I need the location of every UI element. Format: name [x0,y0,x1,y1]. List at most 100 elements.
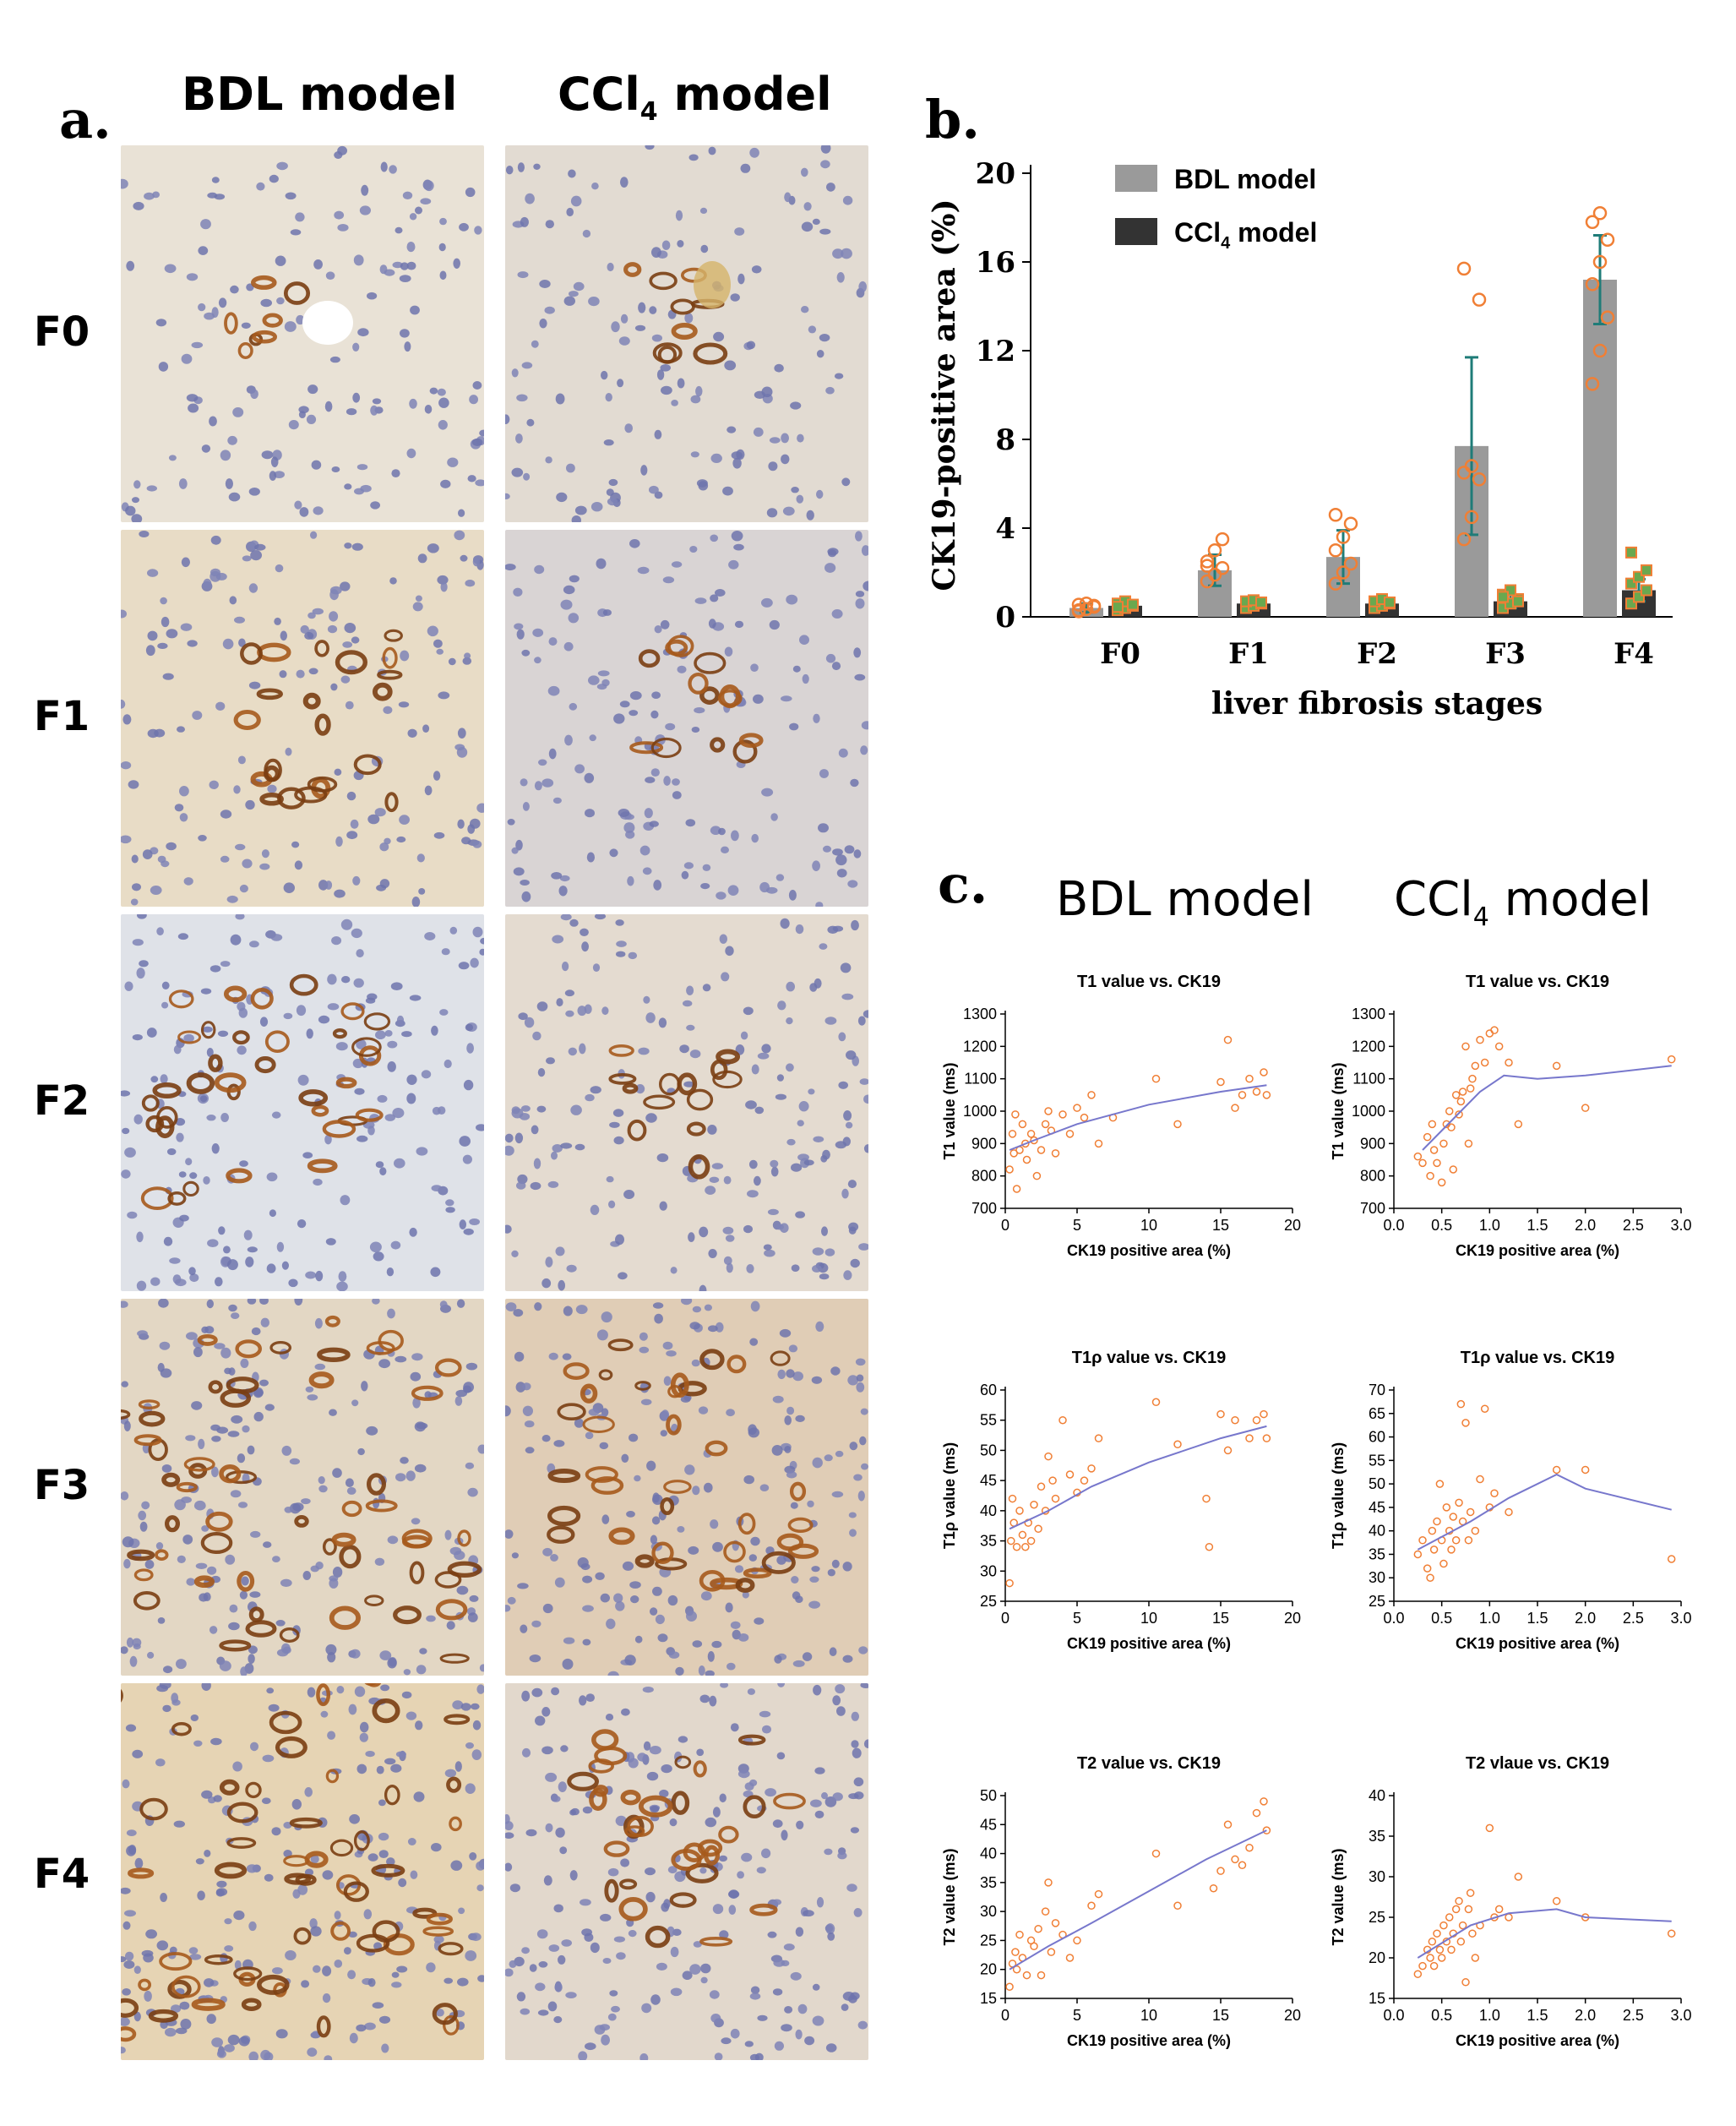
y-tick-label: 25 [1369,1593,1385,1610]
data-point [1461,1042,1470,1051]
data-point [1445,1913,1454,1922]
panel-c-ccl4-heading: CCl4 model [1394,872,1652,932]
data-point [1435,1480,1445,1488]
data-point [1216,1867,1225,1875]
stained-ducts [608,1044,743,1180]
x-tick-label: 2.5 [1623,1217,1644,1234]
micrograph-bdl-f2 [121,914,484,1291]
data-point [1512,595,1524,608]
y-tick-label: 20 [976,157,1015,191]
legend-swatch-bdl [1115,165,1157,192]
y-tick-label: 800 [971,1168,997,1185]
y-tick-label: 30 [1369,1868,1385,1885]
data-point [1458,1088,1467,1096]
x-tick-label: 1.0 [1479,1610,1500,1627]
scatter-t1rho-bdl: T1ρ value vs. CK19 0 5 10 15 20 25 30 35 40 45 50 55… [941,1349,1301,1652]
data-point [1490,1026,1499,1034]
scatter-t2-bdl: T2 value vs. CK19 0 5 10 15 20 15 20 25 30 35 40 45 5… [941,1754,1301,2049]
data-point [1485,1823,1494,1833]
y-axis-label: T2 value (ms) [941,1848,958,1945]
y-tick-label: 55 [980,1412,997,1429]
x-tick-label: F2 [1357,637,1397,671]
data-point [1413,1970,1423,1978]
ccl4-text: CCl [558,68,640,121]
fit-line [1009,1425,1267,1530]
data-point [1464,1905,1473,1914]
data-point [1151,1398,1161,1407]
data-point [1466,1889,1475,1897]
data-point [1552,1465,1561,1475]
data-point [1223,1446,1233,1455]
data-point [1073,1104,1081,1112]
data-point [1433,1517,1441,1526]
data-point [1413,1550,1423,1559]
y-tick-label: 900 [971,1135,997,1152]
data-point [1468,1074,1477,1083]
legend-label-bdl: BDL model [1174,164,1316,194]
data-point [1051,1919,1060,1927]
data-point [1585,277,1600,292]
panel-c-bdl-heading: BDL model [1056,872,1314,927]
x-tick-label: 2.0 [1575,1217,1596,1234]
data-point [1592,206,1608,221]
stained-ducts [547,1338,819,1593]
data-point [1458,1921,1467,1930]
y-tick-label: 800 [1360,1168,1385,1185]
fit-line [1417,1908,1672,1959]
data-point [1021,1139,1030,1148]
data-point [1041,1120,1050,1129]
data-point [1439,1921,1448,1930]
data-point [1065,1954,1075,1962]
y-axis-label: T1ρ value (ms) [1330,1442,1347,1549]
data-point [1086,599,1102,614]
fit-line [1417,1473,1672,1551]
stained-ducts [121,1683,471,2042]
data-point [1456,532,1472,547]
data-point [1216,1077,1225,1087]
data-point [1037,1146,1046,1154]
y-tick-label: 15 [1369,1990,1385,2007]
x-tick-label: 15 [1212,1610,1229,1627]
data-point [1600,310,1615,324]
x-tick-label: F1 [1228,637,1269,671]
data-point [1433,1158,1441,1168]
tissue-background [505,145,868,522]
central-vein [694,261,731,308]
y-tick-label: 25 [1369,1909,1385,1926]
data-point [1015,1930,1024,1939]
legend-label-ccl4: CCl4 model [1174,217,1317,253]
x-tick-label: 10 [1140,1610,1157,1627]
micrograph-ccl4-f1 [505,530,868,907]
data-point [1262,1826,1271,1834]
y-tick-label: 70 [1369,1382,1385,1398]
data-point [1008,1130,1017,1138]
data-point [1468,1929,1477,1938]
panel-a-ccl4-heading: CCl4 model [558,68,832,127]
row-label-f4: F4 [34,1851,90,1898]
data-point [1044,1452,1053,1461]
y-tick-label: 1100 [1352,1071,1385,1088]
micrograph-image [121,145,484,522]
legend-swatch-ccl4 [1115,218,1157,245]
data-point [1426,1954,1434,1962]
data-point [1202,1494,1211,1503]
data-point [1030,1500,1038,1509]
y-tick-label: 900 [1360,1135,1385,1152]
data-point [1012,1185,1021,1193]
stained-ducts [629,635,764,764]
data-point [1200,554,1215,569]
data-point [1026,1130,1036,1138]
data-point [1005,1982,1014,1992]
data-point [1455,1110,1463,1119]
data-point [1461,1419,1470,1427]
x-tick-label: 0.0 [1383,2007,1404,2024]
data-point [1048,1476,1057,1485]
plot-title: T2 vlaue vs. CK19 [1466,1754,1609,1773]
x-tick-label: 20 [1284,1610,1301,1627]
micrograph-bdl-f1 [121,530,484,907]
data-point [1600,232,1615,247]
data-point [1005,1578,1014,1588]
data-point [1207,543,1222,558]
data-point [1426,1171,1434,1180]
data-point [1209,1883,1218,1893]
